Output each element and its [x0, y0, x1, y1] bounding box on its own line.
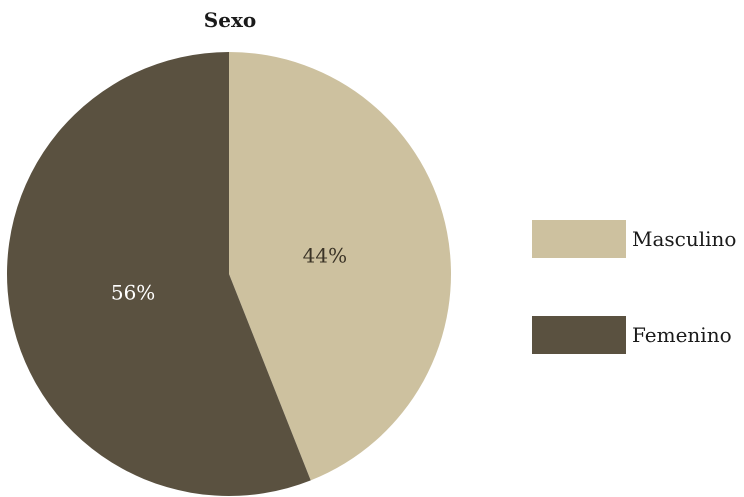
slice-label-masculino: 44%: [303, 244, 347, 268]
legend: Masculino Femenino: [532, 219, 736, 411]
pie-slice-masculino: [229, 52, 452, 481]
legend-item-femenino: Femenino: [532, 315, 736, 355]
chart-title: Sexo: [203, 8, 257, 32]
legend-label-masculino: Masculino: [632, 227, 737, 251]
legend-swatch-femenino: [532, 316, 626, 354]
legend-item-masculino: Masculino: [532, 219, 736, 259]
legend-swatch-masculino: [532, 220, 626, 258]
pie-slice-femenino: [7, 52, 311, 496]
legend-label-femenino: Femenino: [632, 323, 732, 347]
slice-label-femenino: 56%: [111, 280, 155, 304]
